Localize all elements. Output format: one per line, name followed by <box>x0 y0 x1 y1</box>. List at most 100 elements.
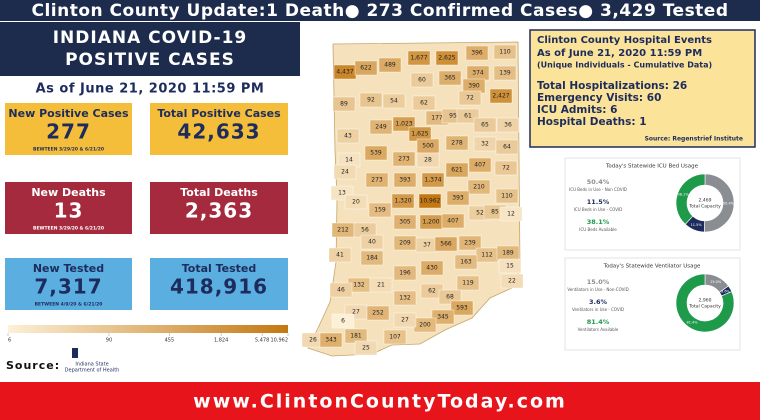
county <box>329 282 353 298</box>
scale-tick-label: 10,962 <box>271 338 289 344</box>
county-label: 163 <box>460 259 472 266</box>
segment-label: 11.5% <box>691 223 703 227</box>
county-label: 132 <box>399 295 411 302</box>
county <box>456 108 480 124</box>
county <box>378 57 402 73</box>
scale-tick-label: 455 <box>165 338 175 344</box>
county <box>393 172 417 188</box>
county-label: 92 <box>367 97 375 104</box>
county-label: 22 <box>508 278 516 285</box>
county <box>454 254 478 270</box>
item-value: 11.5% <box>587 198 610 206</box>
scale-tick-label: 5,478 <box>255 338 269 344</box>
county-label: 62 <box>420 100 428 107</box>
county-label: 374 <box>472 70 484 77</box>
scale-bar <box>8 325 288 333</box>
county-label: 32 <box>481 141 489 148</box>
county-label: 212 <box>337 227 349 234</box>
item-desc: Ventilators in Use - Non-COVID <box>567 287 628 292</box>
scale-tick-label: 1,824 <box>214 338 228 344</box>
county-label: 61 <box>464 113 472 120</box>
county-label: 500 <box>422 143 434 150</box>
county-label: 252 <box>372 310 384 317</box>
county-label: 345 <box>437 314 449 321</box>
stat-box <box>150 182 288 234</box>
county <box>344 194 368 210</box>
stat-value: 13 <box>54 199 84 223</box>
stat-box <box>150 103 288 155</box>
item-value: 38.1% <box>587 218 610 226</box>
segment-label: 81.4% <box>686 321 698 325</box>
county <box>393 214 417 230</box>
scale-tick-label: 90 <box>106 338 112 344</box>
county <box>465 45 489 61</box>
county-label: 110 <box>499 49 511 56</box>
center-value: 2,960 <box>699 298 712 304</box>
stat-label: Total Deaths <box>180 186 258 199</box>
card-title: Today's Statewide Ventilator Usage <box>603 264 701 270</box>
hospital-title: Clinton County Hospital Events <box>537 35 712 46</box>
hospital-line: Total Hospitalizations: 26 <box>537 80 687 92</box>
county-label: 27 <box>352 309 360 316</box>
item-value: 15.0% <box>587 278 610 286</box>
county-label: 393 <box>452 195 464 202</box>
stat-value: 42,633 <box>177 120 260 144</box>
stat-label: Total Tested <box>182 262 257 275</box>
county-label: 13 <box>338 190 346 197</box>
county <box>364 145 388 161</box>
segment-label: 3.6% <box>721 289 731 293</box>
county-label: 24 <box>341 169 349 176</box>
county <box>499 206 523 222</box>
hospital-source: Source: Regenstrief Institute <box>645 136 743 143</box>
left-title: INDIANA COVID-19 <box>53 28 248 48</box>
county <box>410 72 434 88</box>
county <box>359 92 383 108</box>
item-desc: ICU Beds in Use - COVID <box>574 207 623 212</box>
county-label: 139 <box>499 70 511 77</box>
as-of: As of June 21, 2020 11:59 PM <box>36 82 265 97</box>
county <box>458 90 482 106</box>
county <box>418 193 442 209</box>
donut-segment <box>675 173 706 225</box>
county-label: 210 <box>473 184 485 191</box>
county-label: 396 <box>471 50 483 57</box>
stat-note: BETWEEN 4/9/20 & 6/21/20 <box>35 302 103 308</box>
source-label: Source: <box>6 359 60 372</box>
stat-label: New Positive Cases <box>8 107 129 120</box>
county <box>354 60 378 76</box>
center-label: Total Capacity <box>688 304 721 310</box>
county-label: 1,625 <box>411 131 428 138</box>
county-label: 393 <box>399 177 411 184</box>
left-title: POSITIVE CASES <box>65 50 235 70</box>
county <box>434 236 458 252</box>
county-label: 65 <box>481 122 489 129</box>
county-label: 159 <box>374 207 386 214</box>
county <box>489 88 513 104</box>
county-label: 181 <box>350 333 362 340</box>
county-label: 249 <box>375 124 387 131</box>
center-value: 2,469 <box>699 198 712 204</box>
county-label: 28 <box>424 157 432 164</box>
county <box>332 96 356 112</box>
county-label: 36 <box>504 122 512 129</box>
header-bar <box>0 0 760 21</box>
county <box>431 309 455 325</box>
county <box>382 93 406 109</box>
county-label: 119 <box>462 280 474 287</box>
left-title-bg <box>0 22 300 76</box>
county-label: 40 <box>368 239 376 246</box>
county <box>416 152 440 168</box>
hospital-panel <box>529 29 756 148</box>
stat-box <box>5 182 132 234</box>
county-label: 489 <box>384 62 396 69</box>
county <box>360 234 384 250</box>
item-desc: ICU Beds in Use - Non COVID <box>569 187 627 192</box>
county-label: 196 <box>399 270 411 277</box>
county-label: 85 <box>491 209 499 216</box>
stat-note: BEWTEEN 3/29/20 & 6/21/20 <box>33 147 104 153</box>
county-label: 390 <box>468 83 480 90</box>
county <box>365 172 389 188</box>
county-label: 14 <box>345 157 353 164</box>
footer-url[interactable]: www.ClintonCountyToday.com <box>193 391 567 413</box>
